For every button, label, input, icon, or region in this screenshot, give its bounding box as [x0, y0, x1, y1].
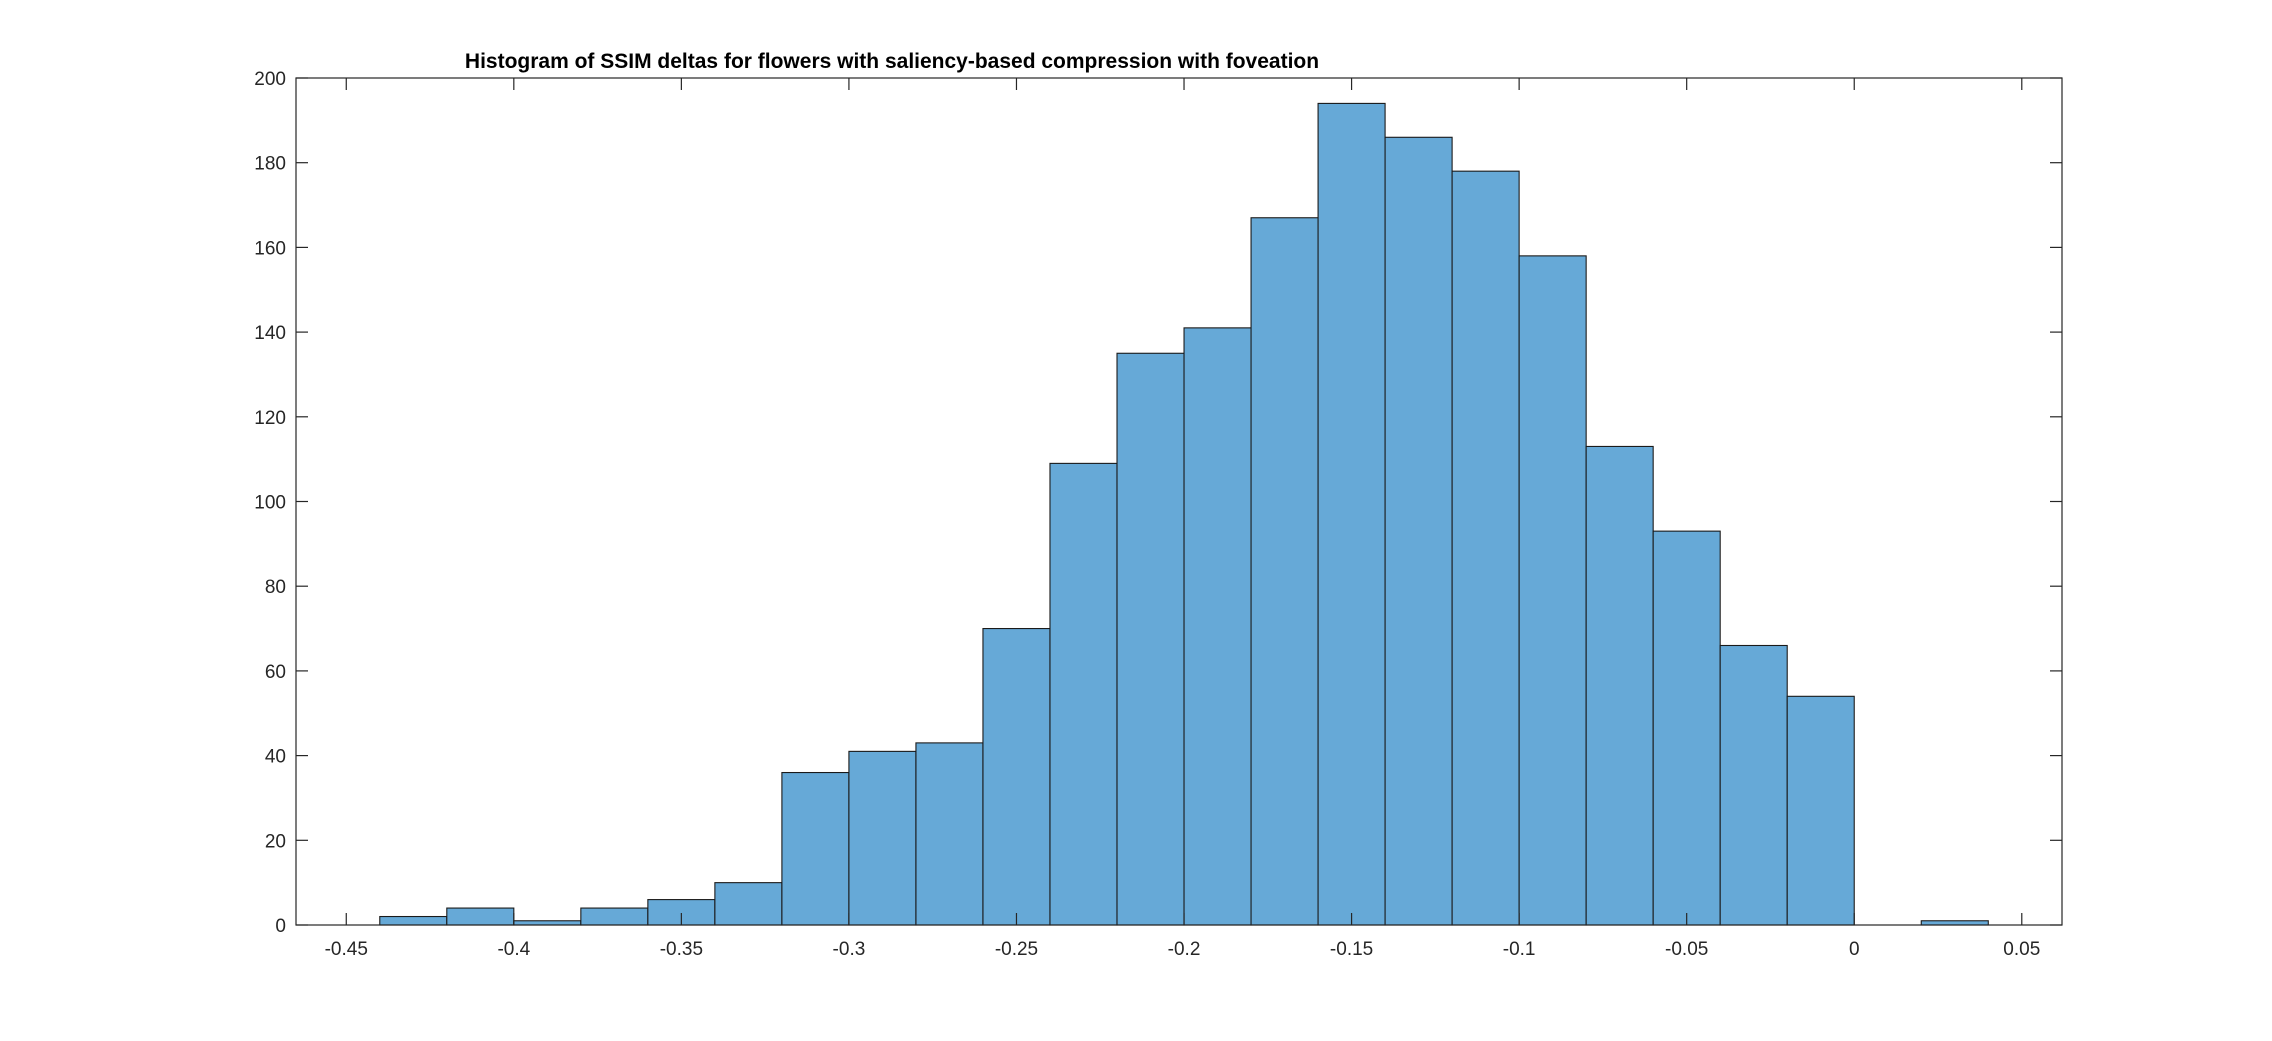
histogram-bar — [1384, 136, 1453, 926]
histogram-bar — [1652, 530, 1721, 926]
histogram-bar — [446, 907, 515, 926]
x-tick-label: -0.2 — [1168, 939, 1201, 960]
histogram-bar — [1183, 327, 1252, 926]
y-tick-label: 200 — [254, 69, 286, 90]
x-axis: -0.45 -0.4 -0.35 -0.3 -0.25 -0.2 -0.15 -0.1 -0.0… — [325, 78, 2040, 960]
x-tick-label: -0.45 — [325, 939, 368, 960]
y-axis: 0 20 40 60 80 100 120 140 160 180 200 — [254, 69, 2062, 937]
x-tick-label: 0.05 — [2003, 939, 2040, 960]
histogram-bar — [1317, 102, 1386, 926]
histogram-bar — [1585, 445, 1654, 926]
y-tick-label: 0 — [275, 916, 286, 937]
histogram-bar — [915, 742, 984, 926]
bars-group — [379, 102, 1989, 926]
y-tick-label: 160 — [254, 238, 286, 259]
histogram-bar — [1920, 920, 1989, 926]
y-tick-label: 40 — [265, 747, 286, 768]
x-tick-label: -0.3 — [833, 939, 866, 960]
x-tick-label: -0.15 — [1330, 939, 1373, 960]
histogram-bar — [781, 771, 850, 926]
y-tick-label: 20 — [265, 831, 286, 852]
histogram-bar — [580, 907, 649, 926]
x-tick-label: -0.1 — [1503, 939, 1536, 960]
histogram-bar — [1049, 462, 1118, 926]
y-tick-label: 140 — [254, 323, 286, 344]
histogram-bar — [1518, 255, 1587, 926]
x-tick-label: -0.25 — [995, 939, 1038, 960]
axes-box — [295, 77, 2063, 926]
histogram-bar — [982, 627, 1051, 926]
histogram-bar — [379, 915, 448, 926]
y-tick-label: 180 — [254, 154, 286, 175]
y-tick-label: 80 — [265, 577, 286, 598]
histogram-bar — [848, 750, 917, 926]
x-tick-label: -0.35 — [660, 939, 703, 960]
chart-title: Histogram of SSIM deltas for flowers wit… — [465, 50, 1319, 73]
y-tick-label: 100 — [254, 493, 286, 514]
histogram-bar — [1451, 170, 1520, 926]
x-tick-label: 0 — [1849, 939, 1860, 960]
histogram-bar — [714, 882, 783, 926]
x-tick-label: -0.05 — [1665, 939, 1708, 960]
histogram-bar — [1786, 695, 1855, 926]
histogram-bar — [513, 920, 582, 926]
histogram-bar — [1719, 644, 1788, 926]
y-tick-label: 120 — [254, 408, 286, 429]
histogram-bar — [1116, 352, 1185, 926]
histogram-bar — [1250, 217, 1319, 926]
x-tick-label: -0.4 — [497, 939, 530, 960]
y-tick-label: 60 — [265, 662, 286, 683]
